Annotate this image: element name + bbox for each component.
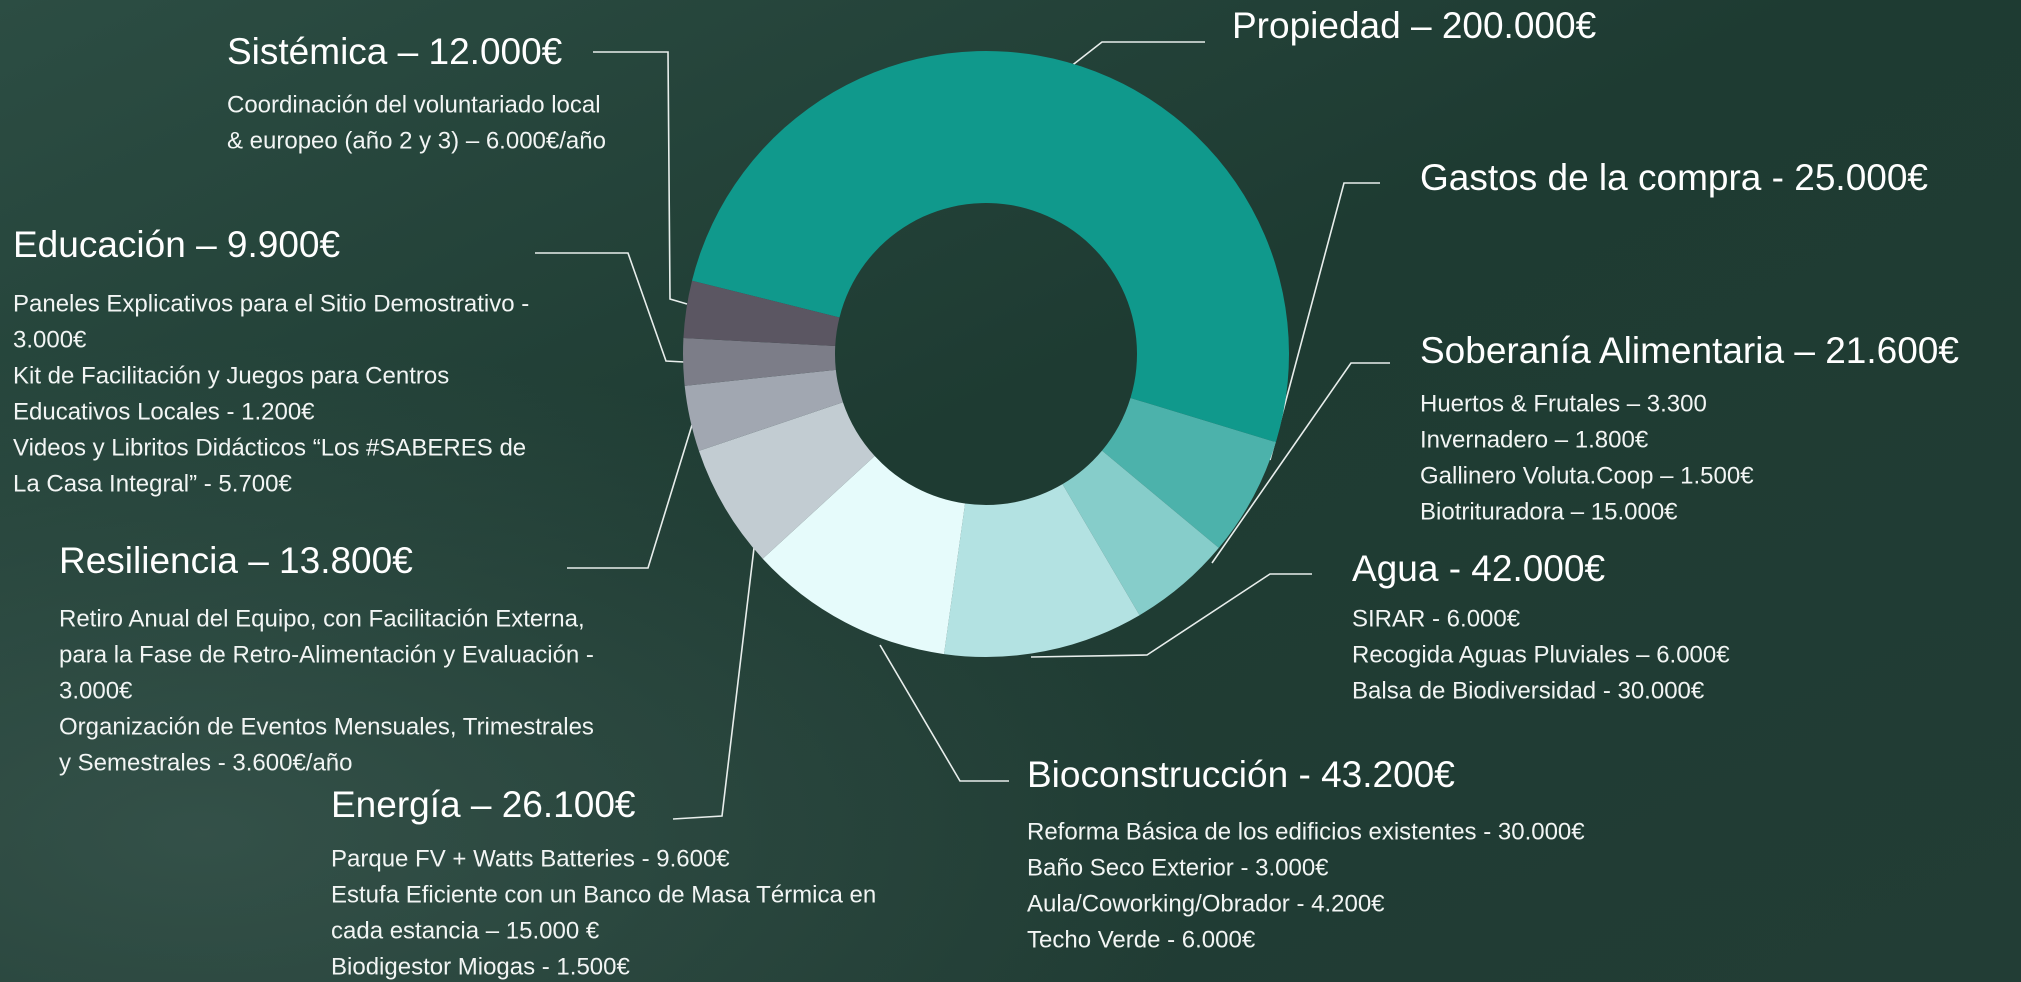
- donut-segment: [683, 280, 840, 347]
- category-label: Soberanía Alimentaria – 21.600€: [1420, 330, 1959, 371]
- category-label: Agua - 42.000€: [1352, 548, 1605, 589]
- detail-line: Educativos Locales - 1.200€: [13, 398, 315, 425]
- detail-line: 3.000€: [59, 677, 133, 704]
- donut-segment: [1062, 450, 1219, 616]
- detail-line: & europeo (año 2 y 3) – 6.000€/año: [227, 127, 606, 154]
- category-label: Sistémica – 12.000€: [227, 31, 563, 72]
- detail-line: 3.000€: [13, 326, 87, 353]
- donut-segment: [692, 51, 1289, 443]
- category-label: Bioconstrucción - 43.200€: [1027, 754, 1455, 795]
- detail-line: Retiro Anual del Equipo, con Facilitació…: [59, 605, 585, 632]
- category-label: Propiedad – 200.000€: [1232, 5, 1597, 46]
- detail-line: cada estancia – 15.000 €: [331, 917, 600, 944]
- detail-line: Biotrituradora – 15.000€: [1420, 498, 1678, 525]
- detail-line: SIRAR - 6.000€: [1352, 605, 1521, 632]
- detail-line: Parque FV + Watts Batteries - 9.600€: [331, 845, 730, 872]
- leader-line: [672, 547, 755, 820]
- category-label: Resiliencia – 13.800€: [59, 540, 413, 581]
- detail-line: Huertos & Frutales – 3.300: [1420, 390, 1707, 417]
- detail-line: Techo Verde - 6.000€: [1027, 926, 1256, 953]
- detail-line: Gallinero Voluta.Coop – 1.500€: [1420, 462, 1754, 489]
- leader-line: [1211, 362, 1390, 564]
- donut-segment: [684, 369, 843, 451]
- detail-line: Estufa Eficiente con un Banco de Masa Té…: [331, 881, 876, 908]
- donut-segment: [762, 456, 966, 655]
- detail-line: Paneles Explicativos para el Sitio Demos…: [13, 290, 529, 317]
- category-label: Energía – 26.100€: [331, 784, 636, 825]
- leader-line: [1269, 182, 1380, 461]
- detail-line: y Semestrales - 3.600€/año: [59, 749, 353, 776]
- leader-line: [1069, 41, 1205, 68]
- labels: Propiedad – 200.000€ Gastos de la compra …: [13, 5, 1959, 981]
- detail-line: Balsa de Biodiversidad - 30.000€: [1352, 677, 1705, 704]
- category-label: Educación – 9.900€: [13, 224, 341, 265]
- detail-line: Recogida Aguas Pluviales – 6.000€: [1352, 641, 1730, 668]
- detail-line: Reforma Básica de los edificios existent…: [1027, 818, 1585, 845]
- detail-line: Videos y Libritos Didácticos “Los #SABER…: [13, 434, 526, 461]
- leader-line: [535, 252, 685, 363]
- detail-line: para la Fase de Retro-Alimentación y Eva…: [59, 641, 594, 668]
- donut-segment: [683, 338, 836, 386]
- leader-line: [879, 644, 1009, 782]
- donut-segment: [1102, 397, 1276, 548]
- detail-line: La Casa Integral” - 5.700€: [13, 470, 292, 497]
- donut-segment: [698, 402, 875, 559]
- leader-line: [593, 51, 688, 305]
- detail-line: Biodigestor Miogas - 1.500€: [331, 953, 630, 980]
- leader-lines: [535, 41, 1390, 820]
- detail-line: Baño Seco Exterior - 3.000€: [1027, 854, 1329, 881]
- detail-line: Invernadero – 1.800€: [1420, 426, 1649, 453]
- leader-line: [567, 424, 693, 569]
- detail-line: Aula/Coworking/Obrador - 4.200€: [1027, 890, 1385, 917]
- category-label: Gastos de la compra - 25.000€: [1420, 157, 1928, 198]
- leader-line: [1030, 573, 1312, 658]
- detail-line: Organización de Eventos Mensuales, Trime…: [59, 713, 594, 740]
- detail-line: Coordinación del voluntariado local: [227, 91, 601, 118]
- detail-line: Kit de Facilitación y Juegos para Centro…: [13, 362, 449, 389]
- donut: [683, 51, 1289, 657]
- donut-segment: [944, 484, 1140, 657]
